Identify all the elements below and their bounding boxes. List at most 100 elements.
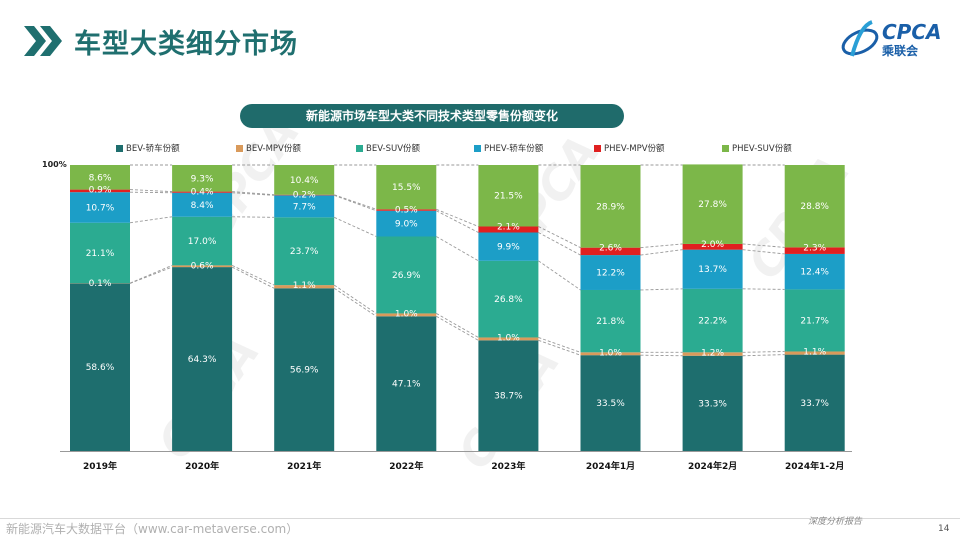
bar-segment (274, 217, 335, 286)
legend-swatch (474, 144, 481, 152)
connector-line (129, 264, 173, 284)
connector-line (231, 264, 275, 286)
data-label: 10.4% (290, 176, 319, 186)
legend-swatch (722, 144, 729, 152)
connector-line (232, 216, 275, 218)
data-label: 12.2% (596, 269, 625, 279)
data-label: 1.1% (293, 281, 316, 291)
connector-line (129, 189, 173, 193)
bar-segment (580, 355, 641, 451)
connector-line (538, 232, 581, 256)
data-label: 2.1% (497, 222, 520, 232)
logo-emblem-icon (841, 20, 879, 57)
legend-item: BEV-MPV份额 (236, 142, 301, 156)
data-label: 0.2% (293, 191, 316, 201)
bar-segment (274, 194, 335, 196)
legend-label: BEV-SUV份额 (366, 144, 421, 154)
legend-swatch (594, 144, 601, 152)
data-label: 38.7% (494, 392, 523, 402)
connector-line (333, 287, 377, 317)
legend-item: PHEV-SUV份额 (722, 142, 792, 156)
connector-line (742, 243, 785, 248)
bar-segment (784, 354, 845, 451)
bar-segment (478, 165, 539, 227)
bar-segment (172, 191, 233, 193)
bar-segment (784, 351, 845, 355)
y-axis-top-label: 100% (42, 160, 67, 169)
data-label: 0.6% (191, 261, 214, 271)
data-label: 27.8% (698, 200, 727, 210)
bar-segment (70, 189, 130, 193)
connector-line (640, 354, 683, 357)
page-title: 车型大类细分市场 (74, 29, 298, 60)
data-label: 22.2% (698, 317, 727, 327)
x-tick-label: 2020年 (185, 460, 219, 472)
bar-segment (784, 289, 845, 352)
bar-segment (784, 247, 845, 254)
connector-line (334, 194, 377, 210)
data-label: 26.9% (392, 271, 421, 281)
connector-line (334, 194, 377, 212)
legend-item: BEV-SUV份额 (356, 142, 420, 156)
data-label: 0.5% (395, 205, 418, 215)
bar-segment (580, 289, 641, 353)
bar-segment (70, 222, 130, 284)
bar-segment (70, 192, 130, 223)
cpca-logo: CPCA 乘联会 (838, 18, 942, 62)
legend-label: PHEV-MPV份额 (604, 144, 665, 154)
data-label: 9.0% (395, 220, 418, 230)
data-label: 21.7% (800, 316, 829, 326)
connector-line (436, 315, 479, 341)
bar-segment (682, 352, 743, 356)
data-label: 7.7% (293, 202, 316, 212)
chart-title: 新能源市场车型大类不同技术类型零售份额变化 (240, 104, 624, 128)
footer-divider (0, 518, 960, 519)
connector-line (436, 208, 479, 227)
bar-segment (376, 316, 437, 451)
connector-line (436, 236, 479, 262)
connector-line (742, 351, 785, 353)
x-tick-label: 2021年 (287, 460, 321, 472)
connector-line (231, 266, 275, 289)
legend-item: BEV-轿车份额 (116, 142, 180, 156)
chart-legend: BEV-轿车份额 BEV-MPV份额 BEV-SUV份额 PHEV-轿车份额 PHEV-… (0, 142, 960, 156)
bar-segment (70, 165, 130, 190)
data-label: 9.3% (191, 174, 214, 184)
bar-segment (376, 236, 437, 314)
connector-line (333, 284, 377, 314)
data-label: 56.9% (290, 366, 319, 376)
bar-segment (784, 253, 845, 290)
data-label: 21.5% (494, 192, 523, 202)
bar-segment (70, 283, 130, 451)
legend-swatch (236, 144, 243, 152)
page-header: 车型大类细分市场 CPCA 乘联会 (0, 0, 960, 80)
data-label: 2.0% (701, 240, 724, 250)
data-label: 0.4% (191, 188, 214, 198)
bar-segment (274, 165, 335, 195)
bar-segment (682, 249, 743, 289)
data-label: 1.0% (395, 309, 418, 319)
connector-line (742, 354, 785, 357)
data-label: 8.4% (191, 201, 214, 211)
x-tick-label: 2024年1月 (586, 460, 635, 472)
bar-segment (376, 165, 437, 210)
data-label: 2.6% (599, 244, 622, 254)
data-label: 28.9% (596, 202, 625, 212)
bar-segment (478, 260, 539, 338)
data-label: 0.1% (89, 279, 112, 289)
legend-label: PHEV-轿车份额 (484, 144, 544, 154)
bar-segment (478, 337, 539, 341)
bar-segment (172, 192, 233, 217)
data-label: 15.5% (392, 183, 421, 193)
data-label: 33.7% (800, 399, 829, 409)
data-label: 33.3% (698, 399, 727, 409)
legend-swatch (116, 144, 123, 152)
connector-line (538, 260, 581, 291)
legend-swatch (356, 144, 363, 152)
data-label: 17.0% (188, 237, 217, 247)
connector-line (742, 249, 785, 255)
data-label: 26.8% (494, 295, 523, 305)
data-label: 9.9% (497, 243, 520, 253)
connector-line (640, 249, 683, 256)
bar-segment (682, 288, 743, 353)
